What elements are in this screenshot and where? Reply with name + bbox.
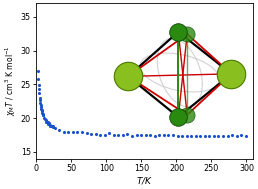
Point	[125, 133, 130, 136]
Point	[198, 135, 202, 138]
Point	[80, 131, 84, 134]
Point	[189, 134, 193, 137]
Point	[38, 97, 42, 100]
Point	[148, 134, 152, 137]
Point	[40, 110, 44, 113]
Point	[44, 121, 48, 124]
Point	[225, 134, 230, 137]
Point	[216, 134, 221, 137]
Point	[84, 132, 88, 135]
Point	[107, 132, 111, 135]
Point	[43, 117, 47, 120]
Point	[36, 78, 40, 81]
Point	[157, 134, 162, 137]
Point	[53, 126, 57, 129]
Point	[121, 134, 125, 137]
Point	[51, 125, 55, 128]
Point	[230, 134, 234, 137]
Point	[41, 113, 45, 116]
Point	[41, 112, 45, 115]
Point	[47, 122, 51, 125]
Point	[44, 119, 48, 122]
Point	[184, 134, 189, 137]
Y-axis label: $\chi_\mathrm{M}T$ / cm$^3$ K mol$^{-1}$: $\chi_\mathrm{M}T$ / cm$^3$ K mol$^{-1}$	[3, 46, 18, 116]
Point	[36, 70, 40, 73]
Point	[166, 134, 171, 137]
Point	[37, 88, 41, 91]
Point	[244, 135, 248, 138]
Point	[38, 98, 42, 101]
Point	[36, 83, 41, 86]
Point	[98, 133, 102, 136]
Point	[51, 125, 55, 129]
Point	[49, 124, 53, 127]
Point	[116, 133, 120, 136]
Point	[45, 120, 49, 123]
Point	[112, 133, 116, 136]
Point	[175, 134, 180, 137]
Point	[207, 134, 212, 137]
Point	[89, 132, 93, 135]
Point	[40, 111, 44, 114]
Point	[39, 107, 43, 110]
Point	[38, 101, 42, 105]
Point	[134, 134, 139, 137]
Point	[144, 133, 148, 136]
Point	[75, 130, 79, 133]
Point	[46, 122, 50, 125]
Point	[37, 92, 41, 95]
Point	[203, 134, 207, 137]
Point	[153, 134, 157, 137]
Point	[39, 104, 43, 107]
Point	[212, 135, 216, 138]
Point	[71, 130, 75, 133]
Point	[49, 124, 53, 127]
Point	[94, 133, 98, 136]
Point	[171, 134, 175, 137]
X-axis label: $T$/K: $T$/K	[136, 174, 154, 186]
Point	[139, 134, 143, 137]
Point	[235, 134, 239, 137]
Point	[41, 114, 45, 117]
Point	[180, 134, 184, 137]
Point	[130, 134, 134, 137]
Point	[40, 108, 44, 111]
Point	[66, 130, 70, 133]
Point	[46, 121, 50, 124]
Point	[50, 124, 54, 127]
Point	[162, 134, 166, 137]
Point	[194, 134, 198, 137]
Point	[221, 135, 225, 138]
Point	[48, 124, 52, 127]
Point	[62, 130, 66, 133]
Point	[39, 105, 43, 108]
Point	[239, 134, 243, 137]
Point	[103, 133, 107, 136]
Point	[42, 116, 46, 119]
Point	[57, 128, 61, 131]
